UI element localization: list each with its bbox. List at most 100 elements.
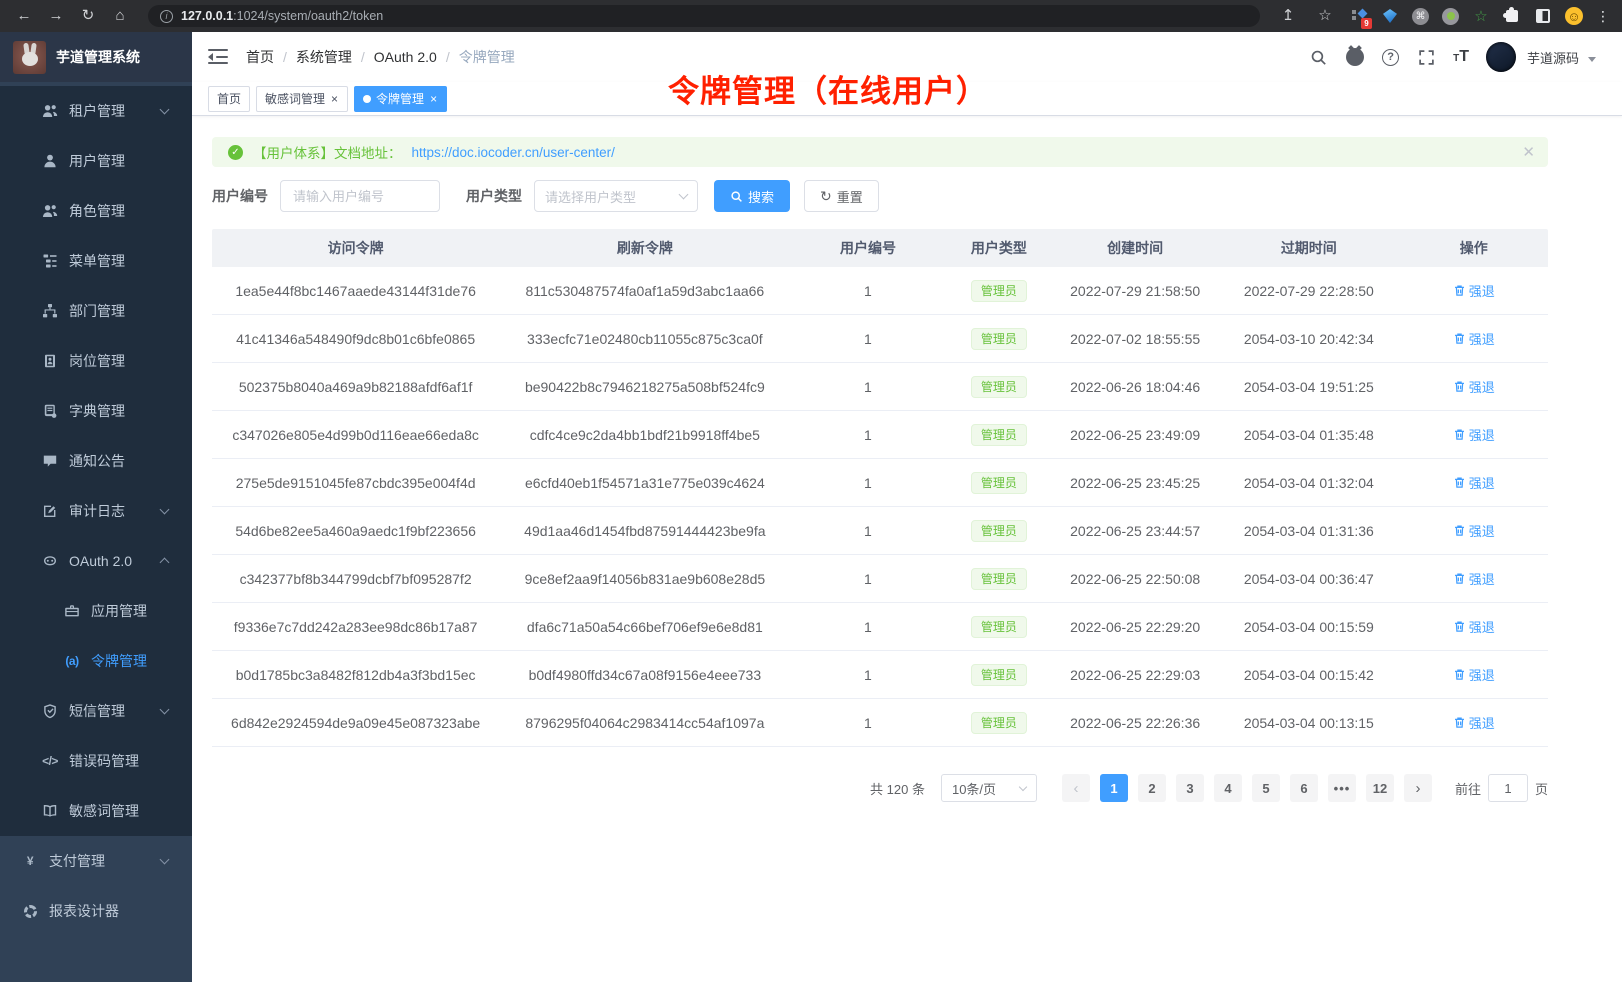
- sidebar-item-审计日志[interactable]: 审计日志: [0, 486, 192, 536]
- hamburger-icon[interactable]: [208, 49, 228, 65]
- tab-令牌管理[interactable]: 令牌管理 ×: [354, 85, 448, 112]
- chevron-down-icon[interactable]: [1588, 56, 1596, 62]
- user-name[interactable]: 芋道源码: [1526, 50, 1579, 66]
- force-logout-button[interactable]: 强退: [1453, 665, 1495, 684]
- sidebar-item-错误码管理[interactable]: </> 错误码管理: [0, 736, 192, 786]
- forward-arrow-icon[interactable]: →: [48, 7, 64, 24]
- briefcase-icon: [62, 603, 82, 619]
- breadcrumb-separator: /: [283, 49, 287, 65]
- extension-green-star-icon[interactable]: ☆: [1474, 8, 1488, 25]
- refresh-token-cell: 333ecfc71e02480cb11055c875c3ca0f: [527, 330, 763, 347]
- close-icon[interactable]: ×: [430, 91, 438, 106]
- sidebar-item-菜单管理[interactable]: 菜单管理: [0, 236, 192, 286]
- sidebar-item-部门管理[interactable]: 部门管理: [0, 286, 192, 336]
- user-type-cell: 管理员: [945, 375, 1052, 398]
- sidebar-item-角色管理[interactable]: 角色管理: [0, 186, 192, 236]
- goto-page-input[interactable]: [1487, 774, 1528, 802]
- sidebar-item-label: 错误码管理: [69, 753, 139, 769]
- force-logout-button[interactable]: 强退: [1453, 569, 1495, 588]
- sidebar-item-通知公告[interactable]: 通知公告: [0, 436, 192, 486]
- sidebar-item-敏感词管理[interactable]: 敏感词管理: [0, 786, 192, 836]
- extension-gem-icon[interactable]: [1381, 7, 1399, 25]
- user-id-cell: 1: [864, 330, 872, 347]
- tab-敏感词管理[interactable]: 敏感词管理 ×: [256, 85, 349, 112]
- page-button-6[interactable]: 6: [1289, 774, 1318, 802]
- org-chart-icon: [40, 303, 60, 319]
- sidebar-item-用户管理[interactable]: 用户管理: [0, 136, 192, 186]
- user-id-cell: 1: [864, 570, 872, 587]
- sidebar-item-应用管理[interactable]: 应用管理: [0, 586, 192, 636]
- sidebar: 芋道管理系统 租户管理 用户管理 角色管理 菜单管理 部门管理 岗位管理 字典管理 通知公告审…: [0, 32, 192, 982]
- extension-command-icon[interactable]: ⌘: [1412, 7, 1429, 25]
- sidebar-item-令牌管理[interactable]: (a) 令牌管理: [0, 636, 192, 686]
- force-logout-button[interactable]: 强退: [1453, 521, 1495, 540]
- address-bar[interactable]: i 127.0.0.1:1024/system/oauth2/token: [148, 5, 1260, 27]
- access-token-cell: 275e5de9151045fe87cbdc395e004f4d: [235, 474, 476, 491]
- page-button-2[interactable]: 2: [1137, 774, 1166, 802]
- page-button-12[interactable]: 12: [1365, 774, 1394, 802]
- reload-icon[interactable]: ↻: [81, 7, 95, 24]
- table-row: 6d842e2924594de9a09e45e087323abe 8796295f…: [212, 699, 1548, 747]
- dictionary-icon: [40, 403, 60, 419]
- access-token-cell: 41c41346a548490f9dc8b01c6bfe0865: [236, 330, 476, 347]
- sidebar-item-租户管理[interactable]: 租户管理: [0, 86, 192, 136]
- sidebar-item-OAuth 2.0[interactable]: OAuth 2.0: [0, 536, 192, 586]
- bookmark-star-icon[interactable]: ☆: [1318, 7, 1332, 24]
- page-button-5[interactable]: 5: [1251, 774, 1280, 802]
- home-icon[interactable]: ⌂: [115, 7, 125, 24]
- token-signal-icon: (a): [65, 654, 79, 668]
- access-token-cell: 1ea5e44f8bc1467aaede43144f31de76: [235, 282, 476, 299]
- force-logout-button[interactable]: 强退: [1453, 377, 1495, 396]
- force-logout-button[interactable]: 强退: [1453, 425, 1495, 444]
- sidebar-item-字典管理[interactable]: 字典管理: [0, 386, 192, 436]
- alert-close-icon[interactable]: ✕: [1522, 144, 1535, 161]
- force-logout-button[interactable]: 强退: [1453, 617, 1495, 636]
- announcement-icon: [40, 453, 60, 469]
- created-time-cell: 2022-06-25 23:45:25: [1070, 474, 1201, 491]
- browser-profile-avatar[interactable]: ☺: [1565, 7, 1583, 25]
- extension-grid-icon[interactable]: 9: [1350, 7, 1372, 29]
- force-logout-button[interactable]: 强退: [1453, 329, 1495, 348]
- reading-list-icon[interactable]: [1534, 7, 1552, 25]
- more-pages-button[interactable]: •••: [1327, 774, 1356, 802]
- fullscreen-icon[interactable]: [1416, 47, 1436, 67]
- sidebar-item-短信管理[interactable]: 短信管理: [0, 686, 192, 736]
- share-icon[interactable]: ↥: [1281, 7, 1295, 24]
- sidebar-item-岗位管理[interactable]: 岗位管理: [0, 336, 192, 386]
- browser-menu-icon[interactable]: ⋮: [1596, 7, 1610, 24]
- refresh-token-cell: dfa6c71a50a54c66bef706ef9e6e8d81: [526, 618, 763, 635]
- user-type-select[interactable]: 请选择用户类型: [534, 180, 698, 212]
- doc-link[interactable]: https://doc.iocoder.cn/user-center/: [411, 144, 615, 160]
- font-size-icon[interactable]: TT: [1453, 48, 1469, 65]
- force-logout-button[interactable]: 强退: [1453, 473, 1495, 492]
- extension-record-icon[interactable]: [1442, 7, 1459, 25]
- sidebar-item-支付管理[interactable]: ¥ 支付管理: [0, 836, 192, 886]
- tab-首页[interactable]: 首页: [208, 85, 251, 112]
- page-button-4[interactable]: 4: [1213, 774, 1242, 802]
- user-avatar[interactable]: [1485, 42, 1516, 72]
- reset-button[interactable]: ↻ 重置: [804, 180, 879, 212]
- search-button[interactable]: 搜索: [714, 180, 791, 212]
- force-logout-button[interactable]: 强退: [1453, 713, 1495, 732]
- github-icon[interactable]: [1345, 47, 1365, 67]
- sidebar-item-报表设计器[interactable]: 报表设计器: [0, 886, 192, 936]
- breadcrumb-item[interactable]: 系统管理: [295, 49, 352, 65]
- page-size-select[interactable]: 10条/页: [940, 774, 1037, 802]
- next-page-button[interactable]: ›: [1403, 774, 1432, 802]
- back-arrow-icon[interactable]: ←: [16, 7, 32, 24]
- breadcrumb-item[interactable]: OAuth 2.0: [373, 49, 437, 65]
- extensions-puzzle-icon[interactable]: [1503, 7, 1521, 25]
- user-id-input[interactable]: [280, 180, 440, 212]
- breadcrumb-item[interactable]: 首页: [246, 49, 274, 65]
- help-icon[interactable]: ?: [1382, 48, 1400, 66]
- page-button-3[interactable]: 3: [1175, 774, 1204, 802]
- site-info-icon[interactable]: i: [160, 9, 173, 23]
- tenant-users-icon: [40, 103, 60, 119]
- force-logout-button[interactable]: 强退: [1453, 281, 1495, 300]
- page-button-1[interactable]: 1: [1099, 774, 1128, 802]
- search-icon[interactable]: [1308, 47, 1328, 67]
- user-type-badge: 管理员: [970, 519, 1027, 542]
- prev-page-button[interactable]: ‹: [1061, 774, 1090, 802]
- close-icon[interactable]: ×: [331, 91, 339, 106]
- app-logo-row[interactable]: 芋道管理系统: [0, 32, 192, 82]
